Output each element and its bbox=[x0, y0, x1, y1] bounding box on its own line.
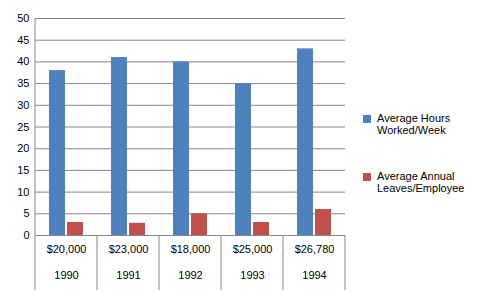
svg-text:30: 30 bbox=[17, 99, 29, 111]
svg-text:1990: 1990 bbox=[54, 269, 78, 281]
svg-text:$25,000: $25,000 bbox=[233, 243, 273, 255]
svg-text:10: 10 bbox=[17, 186, 29, 198]
svg-text:15: 15 bbox=[17, 164, 29, 176]
svg-text:25: 25 bbox=[17, 121, 29, 133]
svg-text:35: 35 bbox=[17, 77, 29, 89]
svg-text:1991: 1991 bbox=[116, 269, 140, 281]
svg-text:20: 20 bbox=[17, 142, 29, 154]
svg-text:45: 45 bbox=[17, 34, 29, 46]
svg-text:$26,780: $26,780 bbox=[295, 243, 335, 255]
svg-text:1992: 1992 bbox=[178, 269, 202, 281]
svg-text:50: 50 bbox=[17, 12, 29, 24]
html-text:Average Annual Leaves/Employee: Average Annual Leaves/Employee bbox=[377, 170, 465, 194]
svg-text:1993: 1993 bbox=[240, 269, 264, 281]
html-text:Average Hours Worked/Week: Average Hours Worked/Week bbox=[377, 112, 451, 136]
svg-text:1994: 1994 bbox=[302, 269, 326, 281]
svg-text:40: 40 bbox=[17, 55, 29, 67]
svg-text:$23,000: $23,000 bbox=[109, 243, 149, 255]
svg-text:5: 5 bbox=[23, 207, 29, 219]
svg-text:0: 0 bbox=[23, 229, 29, 241]
svg-text:$20,000: $20,000 bbox=[47, 243, 87, 255]
svg-text:$18,000: $18,000 bbox=[171, 243, 211, 255]
